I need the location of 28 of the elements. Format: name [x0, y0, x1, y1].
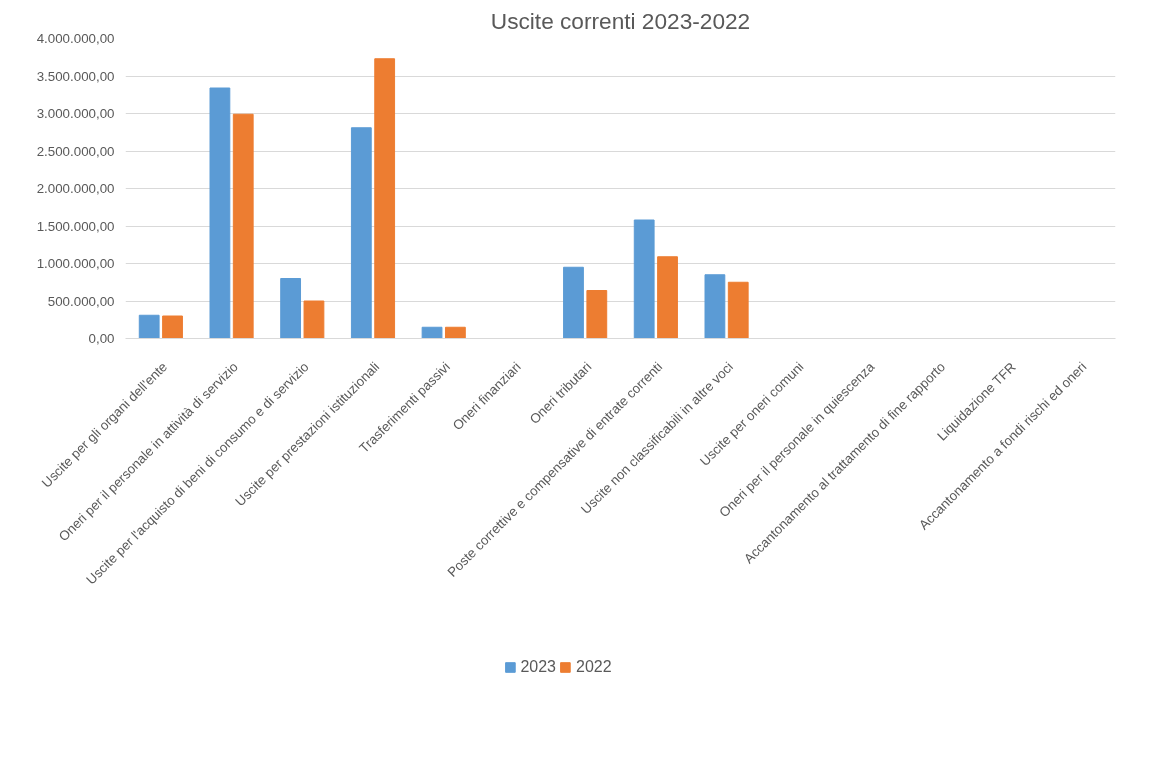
y-tick-label: 500.000,00	[47, 293, 115, 309]
y-tick-label: 2.500.000,00	[36, 143, 115, 159]
chart-title: Uscite correnti 2023-2022	[490, 7, 751, 34]
bar	[374, 58, 396, 339]
bar	[232, 113, 254, 339]
bar	[704, 274, 726, 339]
bar	[421, 326, 443, 339]
bar	[657, 256, 678, 339]
y-tick-label: 3.500.000,00	[36, 68, 115, 84]
bar	[633, 219, 655, 339]
bar	[162, 315, 183, 339]
y-tick-label: 0,00	[88, 331, 115, 346]
bar	[563, 266, 584, 339]
bar	[444, 326, 466, 339]
y-tick-label: 1.500.000,00	[36, 218, 115, 234]
bar	[727, 281, 749, 339]
y-tick-label: 3.000.000,00	[36, 106, 115, 121]
bar	[350, 127, 372, 339]
bar	[280, 278, 302, 339]
legend-label: 2023	[520, 658, 556, 676]
y-tick-label: 4.000.000,00	[36, 31, 115, 46]
bar	[209, 87, 231, 339]
y-tick-label: 2.000.000,00	[36, 181, 115, 196]
bar	[586, 290, 608, 339]
y-tick-label: 1.000.000,00	[36, 256, 115, 271]
legend-label: 2022	[576, 658, 612, 676]
bar	[138, 314, 160, 339]
bar	[303, 300, 325, 339]
